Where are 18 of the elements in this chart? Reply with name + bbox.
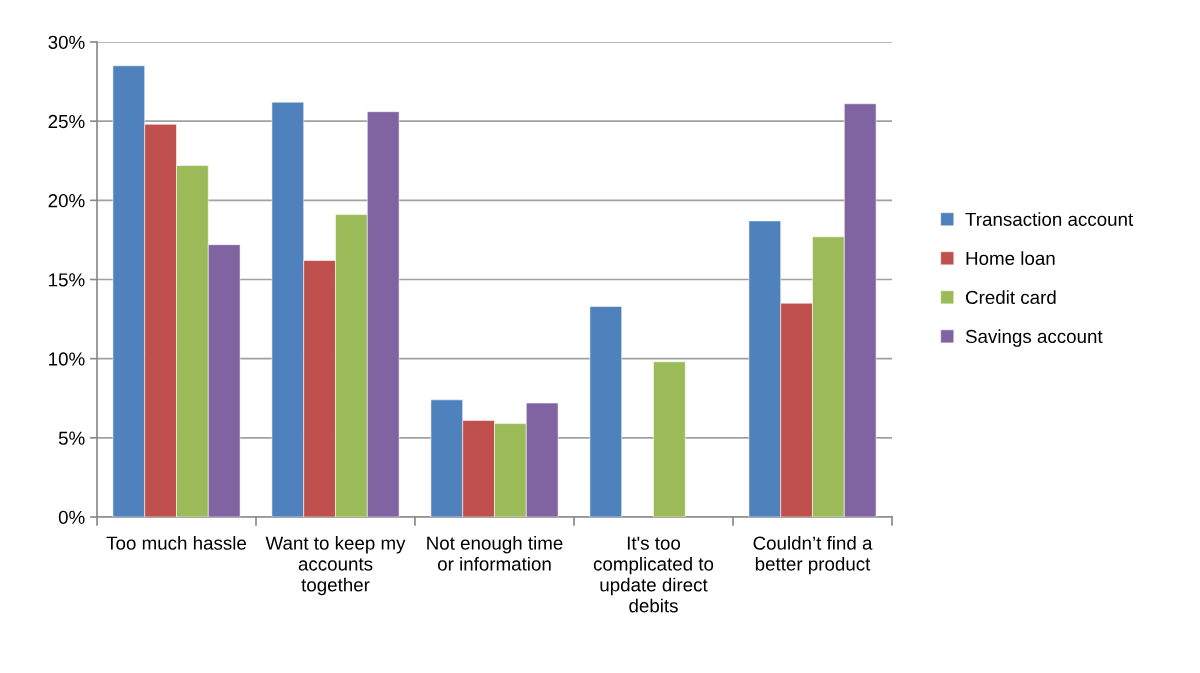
y-tick-label: 25% bbox=[48, 114, 85, 129]
y-tick-label: 30% bbox=[48, 35, 85, 49]
legend-label: Credit card bbox=[966, 290, 1056, 305]
legend-label: Transaction account bbox=[965, 212, 1134, 226]
legend-label: Home loan bbox=[966, 251, 1055, 266]
legend-label: Savings account bbox=[965, 329, 1103, 347]
x-tick-label: Not enough time or information bbox=[427, 536, 563, 571]
y-tick-label: 5% bbox=[58, 431, 85, 445]
x-tick-label: Couldn’t find a better product bbox=[753, 536, 873, 575]
y-tick-label: 0% bbox=[58, 510, 85, 524]
x-tick-label: It's too complicated to update direct debits bbox=[593, 536, 714, 613]
y-tick-label: 10% bbox=[49, 352, 85, 366]
bar bbox=[589, 306, 622, 517]
y-tick-label: 20% bbox=[48, 194, 85, 208]
y-tick-label: 15% bbox=[49, 273, 85, 287]
x-tick-label: Too much hassle bbox=[106, 536, 247, 550]
x-tick-label: Want to keep my accounts together bbox=[265, 536, 406, 596]
bar bbox=[653, 361, 686, 517]
